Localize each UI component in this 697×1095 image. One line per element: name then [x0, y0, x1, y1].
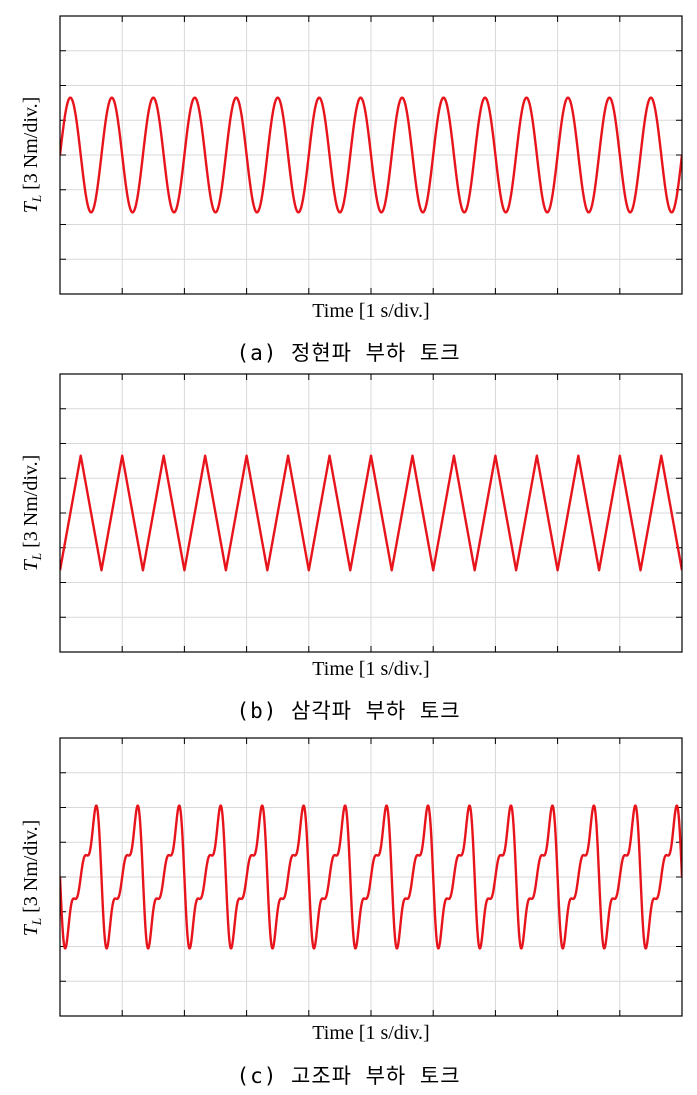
y-axis-subscript: L — [29, 194, 44, 203]
panel-b: TL [3 Nm/div.] Time [1 s/div.] (b) 삼각파 부… — [0, 365, 697, 730]
plot-a — [59, 15, 683, 295]
y-axis-unit: [3 Nm/div.] — [20, 96, 42, 195]
torque-trace-b-0 — [60, 454, 682, 572]
panel-c: TL [3 Nm/div.] Time [1 s/div.] (c) 고조파 부… — [0, 730, 697, 1095]
y-axis-symbol: T — [20, 560, 42, 572]
plot-frame — [59, 737, 683, 1017]
figure-caption: (a) 정현파 부하 토크 — [236, 341, 461, 365]
y-axis-symbol: T — [20, 925, 42, 937]
y-axis-subscript: L — [29, 552, 44, 561]
figure-caption: (b) 삼각파 부하 토크 — [236, 699, 461, 723]
y-axis-label: TL [3 Nm/div.] — [17, 738, 45, 1018]
y-axis-unit: [3 Nm/div.] — [20, 819, 42, 918]
torque-trace-c-0 — [60, 804, 682, 950]
plot-b — [59, 373, 683, 653]
x-axis-label: Time [1 s/div.] — [312, 300, 430, 322]
panel-a: TL [3 Nm/div.] Time [1 s/div.] (a) 정현파 부… — [0, 0, 697, 365]
plot-c — [59, 737, 683, 1017]
y-axis-unit: [3 Nm/div.] — [20, 454, 42, 553]
y-axis-subscript: L — [29, 917, 44, 926]
torque-trace-a-0 — [60, 96, 682, 214]
y-axis-symbol: T — [20, 202, 42, 214]
x-axis-label: Time [1 s/div.] — [312, 658, 430, 680]
y-axis-label: TL [3 Nm/div.] — [17, 15, 45, 295]
figure-caption: (c) 고조파 부하 토크 — [236, 1064, 461, 1088]
x-axis-label: Time [1 s/div.] — [312, 1022, 430, 1044]
plot-frame — [59, 15, 683, 295]
plot-frame — [59, 373, 683, 653]
y-axis-label: TL [3 Nm/div.] — [17, 373, 45, 653]
